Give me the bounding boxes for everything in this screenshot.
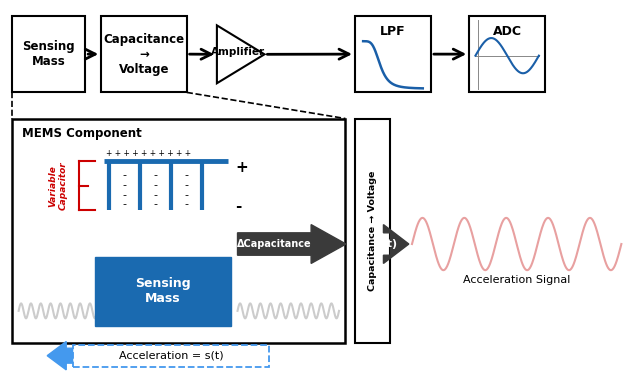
Polygon shape: [383, 225, 409, 263]
Text: -: -: [184, 170, 188, 180]
Text: -: -: [184, 199, 188, 210]
Text: -: -: [122, 199, 126, 210]
FancyBboxPatch shape: [12, 16, 85, 92]
Polygon shape: [237, 225, 346, 263]
Text: + + + + + + + + + +: + + + + + + + + + +: [106, 149, 191, 158]
Text: Variable
Capacitor: Variable Capacitor: [48, 161, 68, 210]
Text: MEMS Component: MEMS Component: [22, 127, 141, 140]
FancyBboxPatch shape: [101, 16, 187, 92]
Text: s(t): s(t): [376, 239, 398, 249]
Text: -: -: [122, 190, 126, 200]
Text: Sensing
Mass: Sensing Mass: [135, 277, 191, 305]
Text: LPF: LPF: [380, 25, 406, 38]
Text: ADC: ADC: [493, 25, 522, 38]
FancyBboxPatch shape: [355, 16, 431, 92]
Text: Acceleration = s(t): Acceleration = s(t): [118, 351, 223, 361]
Text: -: -: [154, 180, 157, 190]
FancyBboxPatch shape: [72, 345, 269, 366]
Text: -: -: [154, 190, 157, 200]
FancyBboxPatch shape: [95, 257, 231, 326]
Text: +: +: [236, 160, 248, 175]
Text: -: -: [236, 199, 242, 214]
Text: Sensing
Mass: Sensing Mass: [22, 40, 75, 68]
Text: Capacitance → Voltage: Capacitance → Voltage: [368, 171, 377, 291]
Polygon shape: [47, 341, 72, 370]
Text: -: -: [122, 180, 126, 190]
FancyBboxPatch shape: [469, 16, 545, 92]
Text: Acceleration Signal: Acceleration Signal: [463, 274, 570, 285]
Text: Capacitance
→
Voltage: Capacitance → Voltage: [104, 33, 184, 76]
Text: -: -: [184, 190, 188, 200]
FancyBboxPatch shape: [12, 119, 346, 343]
Text: -: -: [122, 170, 126, 180]
FancyBboxPatch shape: [355, 119, 390, 343]
Polygon shape: [217, 25, 264, 83]
Text: -: -: [154, 199, 157, 210]
Text: -: -: [154, 170, 157, 180]
Text: Amplifier: Amplifier: [211, 47, 264, 58]
Text: ΔCapacitance: ΔCapacitance: [237, 239, 312, 249]
Text: -: -: [184, 180, 188, 190]
